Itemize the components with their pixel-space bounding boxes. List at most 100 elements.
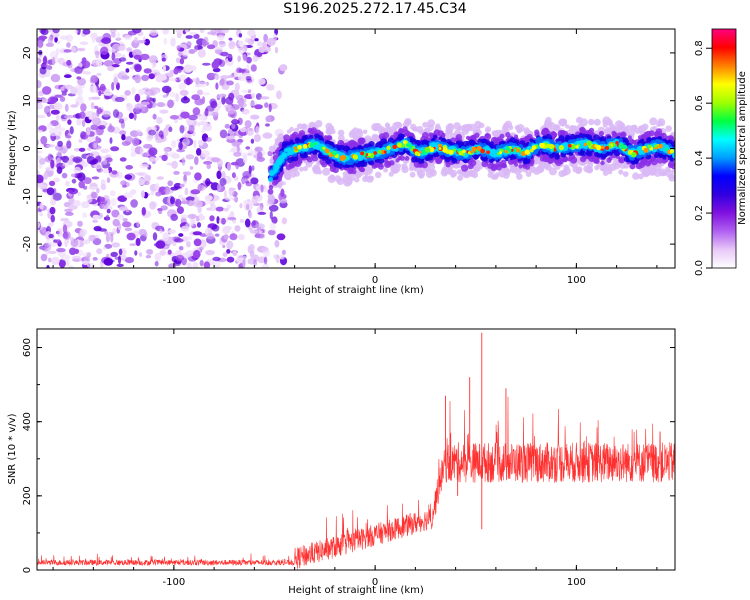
noise-speck [119, 130, 127, 136]
noise-speck [126, 232, 136, 241]
noise-speck [133, 111, 137, 121]
signal-point [508, 125, 514, 131]
noise-speck [64, 238, 69, 248]
signal-point [343, 178, 352, 187]
noise-speck [207, 31, 217, 35]
noise-speck [94, 50, 101, 55]
noise-speck [188, 124, 195, 133]
noise-speck [49, 193, 54, 201]
noise-speck [94, 105, 99, 109]
noise-speck [193, 250, 201, 259]
signal-point [652, 126, 658, 131]
noise-speck [82, 29, 91, 35]
signal-point [536, 165, 545, 174]
noise-speck [228, 37, 233, 41]
noise-speck [133, 36, 139, 44]
signal-point [445, 127, 453, 136]
noise-speck [173, 182, 182, 189]
signal-point [600, 160, 605, 166]
signal-point [649, 117, 658, 126]
noise-speck [116, 263, 124, 267]
noise-speck [262, 46, 271, 53]
noise-speck [205, 178, 211, 187]
noise-speck [223, 234, 229, 240]
signal-point [401, 133, 405, 138]
noise-speck [253, 134, 261, 143]
noise-speck [43, 172, 48, 180]
noise-speck [218, 40, 226, 45]
signal-point [545, 116, 552, 124]
noise-speck [48, 257, 52, 263]
noise-speck [118, 248, 123, 256]
noise-speck [103, 92, 113, 96]
noise-speck [117, 214, 125, 220]
noise-speck [180, 225, 190, 232]
noise-speck [42, 86, 52, 95]
noise-speck [86, 127, 91, 136]
noise-speck [119, 157, 127, 162]
noise-speck [193, 196, 200, 205]
noise-speck [42, 56, 48, 65]
noise-speck [126, 47, 132, 52]
noise-speck [257, 78, 266, 85]
signal-point [415, 158, 419, 163]
noise-speck [199, 99, 204, 104]
noise-speck [184, 29, 189, 33]
noise-speck [239, 218, 244, 223]
noise-speck [168, 229, 176, 234]
signal-point [291, 157, 296, 162]
signal-point [593, 118, 601, 126]
noise-speck [256, 151, 263, 160]
noise-speck [141, 207, 146, 216]
noise-speck [184, 187, 189, 196]
noise-speck [152, 113, 157, 120]
noise-speck [167, 180, 173, 187]
noise-speck [99, 83, 106, 92]
noise-speck [63, 201, 71, 208]
noise-speck [56, 40, 61, 45]
noise-speck [236, 145, 240, 153]
signal-point [392, 122, 400, 130]
signal-point [338, 134, 345, 142]
signal-point [365, 167, 373, 175]
noise-speck [142, 36, 146, 41]
noise-speck [117, 255, 122, 264]
signal-point [334, 175, 342, 183]
noise-speck [241, 89, 251, 94]
signal-point [509, 165, 519, 174]
noise-speck [262, 132, 273, 139]
noise-speck [206, 44, 216, 50]
noise-speck [86, 195, 93, 203]
noise-speck [173, 238, 184, 243]
noise-speck [68, 188, 79, 195]
signal-point [630, 130, 636, 137]
noise-speck [102, 110, 111, 118]
noise-speck [109, 190, 116, 197]
signal-point [544, 163, 552, 171]
signal-point [388, 171, 394, 177]
signal-point [617, 138, 623, 144]
noise-speck [77, 220, 83, 227]
noise-speck [259, 96, 270, 100]
noise-speck [223, 104, 233, 108]
signal-point [622, 171, 629, 178]
signal-point [284, 173, 292, 181]
noise-speck [205, 249, 215, 256]
signal-point [359, 167, 364, 172]
noise-speck [62, 162, 70, 167]
noise-speck [184, 64, 193, 73]
noise-speck [183, 78, 193, 85]
noise-speck [180, 214, 189, 219]
noise-speck [242, 154, 248, 164]
noise-speck [159, 109, 169, 114]
noise-speck [130, 199, 138, 208]
signal-point [378, 163, 383, 168]
noise-speck [139, 146, 144, 156]
noise-speck [211, 61, 220, 69]
noise-speck [239, 127, 247, 133]
noise-speck [219, 78, 225, 86]
noise-speck [155, 130, 159, 138]
noise-speck [67, 119, 72, 125]
noise-speck [193, 139, 197, 149]
noise-speck [101, 203, 108, 210]
